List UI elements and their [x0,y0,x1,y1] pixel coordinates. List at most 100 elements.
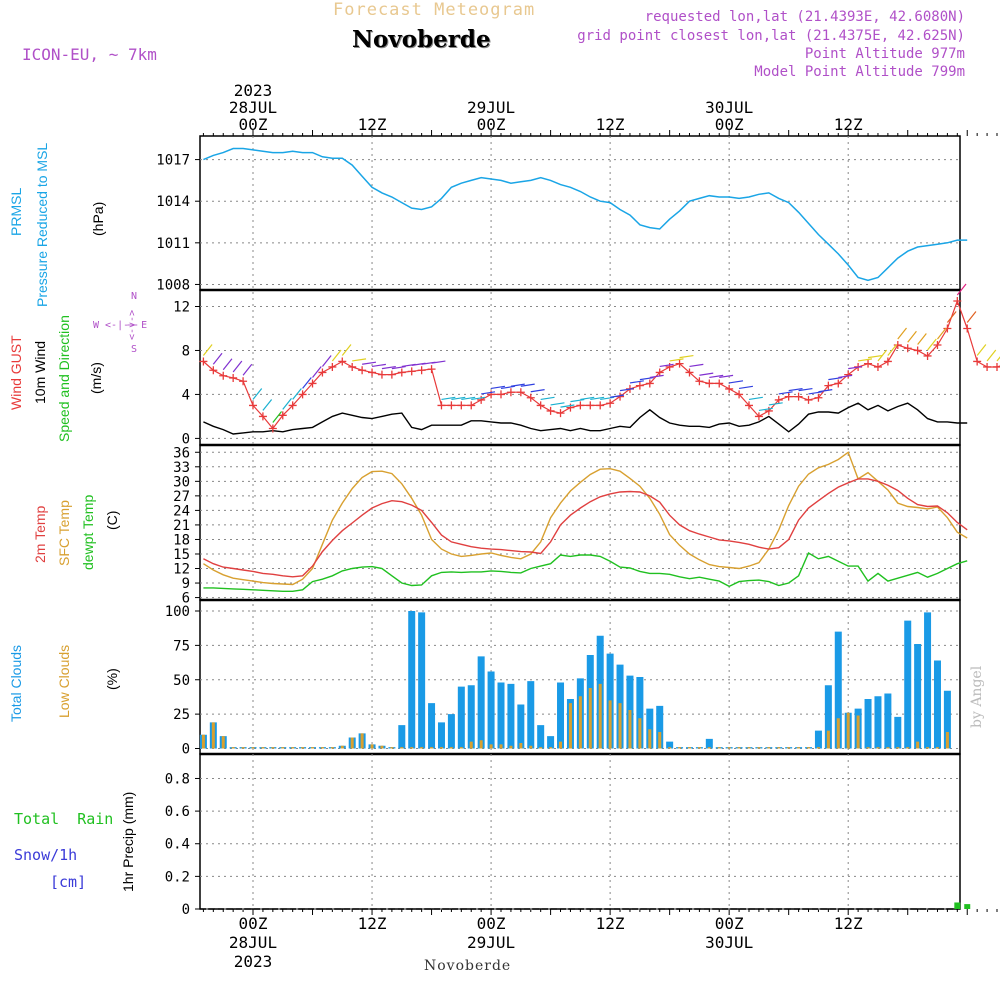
y-tick-label: 100 [165,604,190,620]
wind-direction-arrow [729,380,744,384]
wind-direction-arrow [917,333,927,345]
y-tick-label: 0.2 [165,869,190,885]
low-cloud-bar [301,747,305,749]
wind-direction-arrow [341,344,352,356]
low-cloud-bar [241,747,245,749]
gust-line [203,299,1000,430]
y-tick-label: 9 [182,576,190,592]
low-cloud-bar [221,736,225,749]
bottom-time-label: 29JUL [467,933,515,952]
gust-marker [199,357,208,366]
gust-marker [566,403,575,412]
y-tick-label: 24 [173,503,190,519]
wind-direction-arrow [689,363,704,368]
total-cloud-bar [884,693,892,749]
gust-marker [873,362,882,371]
top-time-label: 12Z [358,115,387,134]
low-cloud-bar [757,747,761,749]
wind-direction-arrow [381,365,396,370]
snow-label: Snow/1h [14,846,78,864]
wind-direction-arrow [560,404,575,408]
wind-direction-arrow [451,396,466,401]
low-cloud-bar [737,747,741,749]
low-cloud-bar [658,732,662,749]
wind-direction-arrow [490,385,506,390]
wind-direction-arrow [867,354,882,359]
low-cloud-bar [668,747,672,749]
total-cloud-bar [914,644,922,749]
wind-direction-arrow [956,283,967,296]
wind-direction-arrow [252,388,263,400]
wind-direction-arrow [748,396,763,401]
low-cloud-bar [777,747,781,749]
gust-marker [675,359,684,368]
y-tick-label: 0.6 [165,804,190,820]
sfc-temp-line [203,451,968,586]
wind-direction-arrow [966,311,977,323]
y-tick-label: 36 [173,445,190,461]
gust-marker [794,392,803,401]
gust-marker [427,365,436,374]
total-cloud-bar [894,716,902,749]
low-cloud-bar [360,733,364,749]
low-cloud-bar [568,703,572,749]
gust-marker [387,370,396,379]
t2m-line [203,478,968,578]
total-cloud-bar [477,656,485,749]
compass-n: N [131,291,138,302]
bottom-time-label: 00Z [239,914,268,933]
gust-marker [883,357,892,366]
low-cloud-bar [291,747,295,749]
wind-direction-arrow [738,385,754,390]
low-cloud-bar [430,747,434,749]
y-tick-label: 12 [173,562,190,578]
total-cloud-bar [527,681,535,749]
total-cloud-bar [428,703,436,749]
gust-marker [844,370,853,379]
gust-marker [358,366,367,375]
y-tick-label: 1014 [156,194,190,210]
gust-marker [397,368,406,377]
gust-marker [417,366,426,375]
total-cloud-bar [656,705,664,749]
wind-direction-arrow [768,402,783,406]
gust-marker [536,401,545,410]
total-cloud-bar [547,736,555,749]
y-tick-label: 0 [182,902,190,918]
gust-marker [685,368,694,377]
wind-direction-arrow [818,389,833,393]
wind-direction-arrow [699,372,714,376]
gust-marker [645,379,654,388]
gust-marker [258,412,267,421]
wind-direction-arrow [461,396,476,401]
low-cloud-bar [211,722,215,749]
gust-marker [308,379,317,388]
wind-direction-arrow [391,365,406,370]
wind-direction-arrow [362,361,377,365]
gust-marker [596,401,605,410]
top-time-label: 29JUL [467,98,515,117]
gust-marker [606,399,615,408]
snow-unit: [cm] [50,873,87,891]
gust-marker [943,324,952,333]
gust-marker [457,401,466,410]
bottom-time-label: 2023 [234,952,273,971]
gust-marker [338,357,347,366]
low-cloud-bar [945,732,949,749]
low-cloud-bar [549,747,553,749]
low-cloud-bar [876,747,880,749]
gust-marker [804,395,813,404]
top-time-label: 2023 [234,81,273,100]
total-cloud-bar [824,685,832,749]
bottom-time-label: 12Z [358,914,387,933]
low-cloud-bar [598,683,602,749]
gust-marker [249,401,257,410]
low-cloud-bar [787,747,791,749]
total-cloud-bar [557,682,565,749]
wind-direction-arrow [828,376,843,381]
low-cloud-bar [410,747,414,749]
bottom-time-label: 00Z [477,914,506,933]
low-cloud-bar [370,744,374,749]
wind-direction-arrow [927,338,937,351]
y-tick-label: 8 [182,343,190,359]
